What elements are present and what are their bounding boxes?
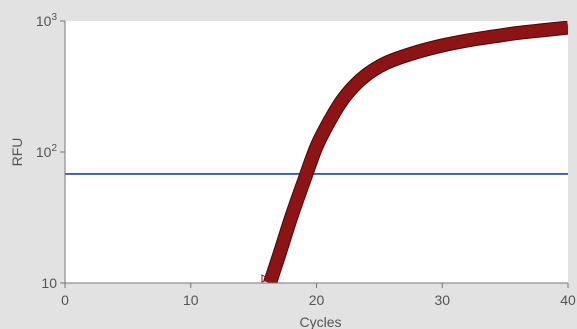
x-axis-title: Cycles [299, 314, 341, 329]
data-point-0-5 [327, 120, 331, 124]
data-point-0-13 [465, 38, 469, 42]
series-start-marker [261, 274, 271, 283]
data-point-0-6 [340, 99, 344, 103]
data-point-0-11 [415, 50, 419, 54]
data-point-0-8 [365, 73, 369, 77]
x-tick-label: 0 [61, 292, 69, 308]
data-point-0-7 [352, 84, 356, 88]
data-point-0-17 [566, 26, 568, 30]
data-point-0-10 [390, 58, 394, 62]
data-point-0-9 [377, 64, 381, 68]
series-group [263, 21, 568, 283]
x-tick-label: 10 [183, 292, 199, 308]
y-axis-title: RFU [9, 138, 25, 167]
x-tick-label: 40 [560, 292, 576, 308]
x-tick-label: 30 [434, 292, 450, 308]
series-line-0 [264, 21, 568, 283]
y-tick-label: 10 [41, 275, 57, 291]
y-tick-label: 102 [36, 143, 58, 160]
data-point-0-12 [440, 44, 444, 48]
data-point-0-3 [302, 179, 306, 183]
x-tick-label: 20 [309, 292, 325, 308]
data-point-0-14 [491, 35, 495, 39]
data-point-0-15 [516, 31, 520, 35]
data-point-0-4 [315, 145, 318, 149]
data-point-0-2 [289, 215, 293, 219]
y-tick-label: 103 [36, 12, 58, 29]
data-point-0-1 [277, 254, 281, 258]
data-point-0-16 [541, 28, 545, 32]
